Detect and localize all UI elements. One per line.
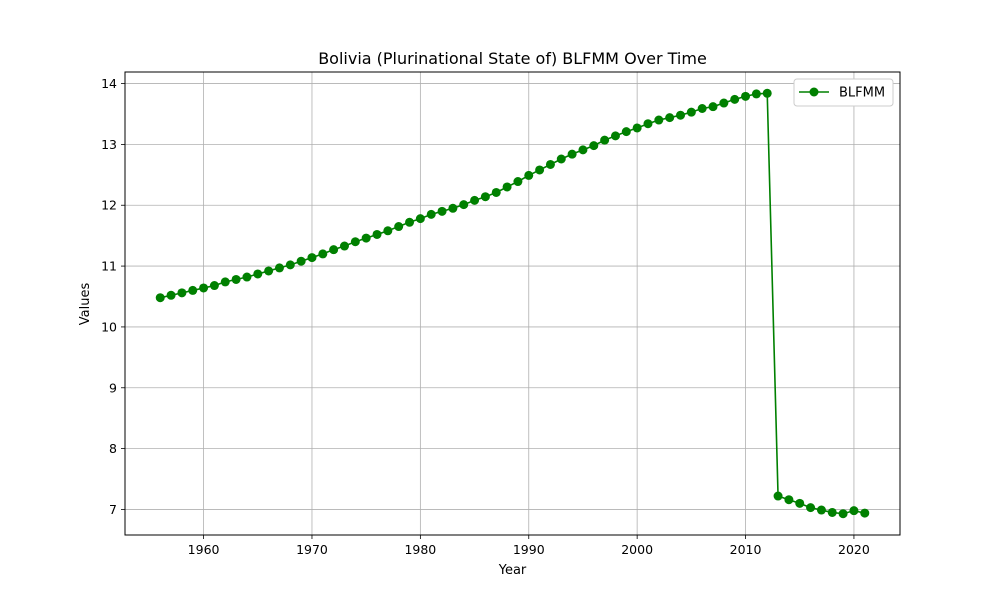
data-point [437,206,447,216]
data-point [155,293,165,303]
data-point [730,94,740,104]
data-point [535,165,545,175]
data-point [719,98,729,108]
data-point [491,187,501,197]
data-point [578,145,588,155]
data-point [231,274,241,284]
data-point [524,170,534,180]
data-point [459,200,469,210]
data-point [405,217,415,227]
y-tick-label: 14 [101,76,117,91]
data-point [480,192,490,202]
x-tick-label: 2000 [621,542,653,557]
axis-ticks: 1960 1970 1980 1990 2000 2010 2020 7 8 9 10 11 12 13 1… [101,76,870,557]
data-point [274,263,284,273]
data-point [415,214,425,224]
data-point [827,507,837,517]
data-point [665,113,675,123]
data-point [795,498,805,508]
legend-marker-sample [809,87,819,97]
data-point [762,88,772,98]
data-point [361,233,371,243]
y-axis-label: Values [78,283,93,326]
x-tick-label: 1970 [296,542,328,557]
series-layer [155,88,870,519]
data-point [307,253,317,263]
data-point [350,237,360,247]
data-point [632,123,642,133]
data-point [264,266,274,276]
data-point [545,159,555,169]
legend-box [793,78,894,107]
chart-title: Bolivia (Plurinational State of) BLFMM O… [318,49,707,68]
data-point [600,135,610,145]
data-point [708,102,718,112]
data-point [296,256,306,266]
plot-frame [124,71,901,536]
y-tick-label: 11 [101,259,117,274]
data-point [502,182,512,192]
y-tick-label: 7 [109,502,117,517]
data-point [816,505,826,515]
data-point [339,241,349,251]
y-tick-label: 10 [101,319,117,334]
data-point [621,127,631,137]
y-tick-label: 9 [109,380,117,395]
x-axis-label: Year [498,563,527,578]
legend-label: BLFMM [839,86,885,101]
data-point [589,141,599,151]
data-point [166,290,176,300]
data-point [253,269,263,279]
data-point [556,154,566,164]
y-tick-label: 13 [101,137,117,152]
data-point [806,503,816,513]
data-point [470,195,480,205]
x-tick-label: 1980 [404,542,436,557]
legend: BLFMM [793,78,894,107]
data-point [318,249,328,259]
data-point [220,277,230,287]
data-point [751,89,761,99]
x-tick-label: 1960 [188,542,220,557]
data-point [372,229,382,239]
data-point [610,131,620,141]
grid [125,72,900,535]
data-point [513,177,523,187]
x-tick-label: 2020 [838,542,870,557]
data-point [383,226,393,236]
data-point [199,283,209,293]
series-line [160,92,865,515]
x-tick-label: 2010 [730,542,762,557]
data-point [567,149,577,159]
data-point [242,272,252,282]
x-tick-label: 1990 [513,542,545,557]
data-point [686,107,696,117]
data-point [188,285,198,295]
data-point [209,281,219,291]
y-tick-label: 12 [101,198,117,213]
data-point [741,91,751,101]
y-tick-label: 8 [109,441,117,456]
data-point [784,495,794,505]
data-point [697,104,707,113]
data-point [448,203,458,213]
data-point [654,115,664,125]
data-point [643,119,653,129]
data-point [860,508,870,518]
data-point [676,110,686,120]
data-point [329,245,339,255]
data-point [849,506,859,516]
data-point [177,288,187,298]
data-point [426,209,436,219]
data-point [838,509,848,519]
data-point [773,491,783,501]
data-point [394,222,404,232]
data-point [285,260,295,270]
